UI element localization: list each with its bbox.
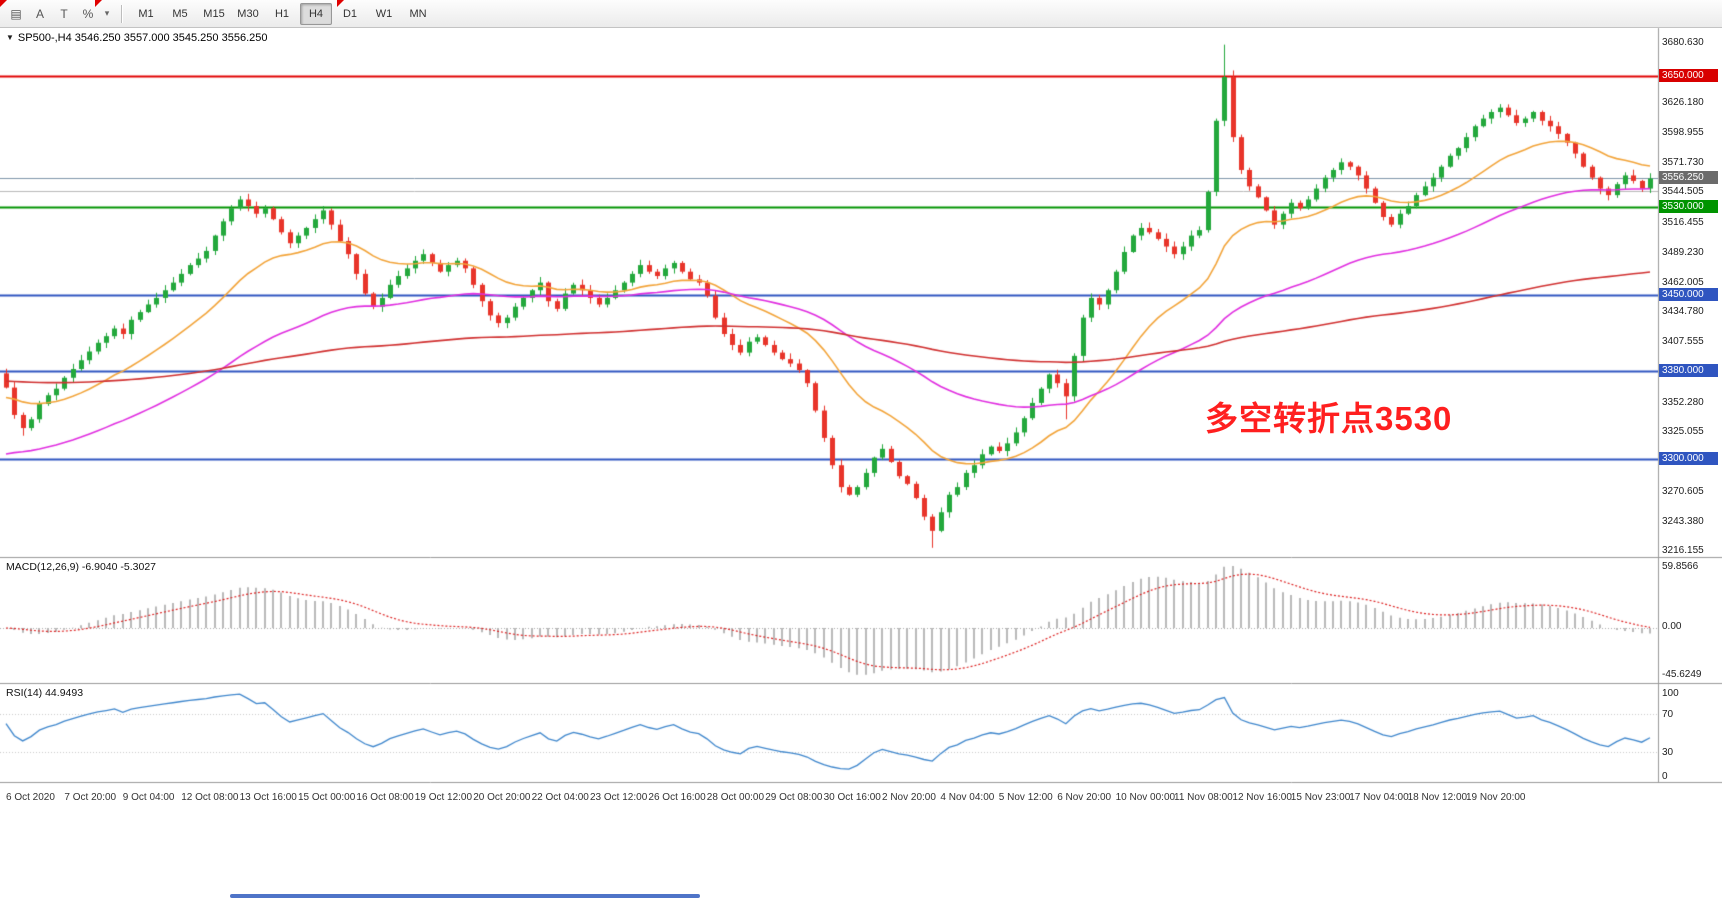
timeframe-button-h1[interactable]: H1 (274, 7, 290, 20)
time-axis-label: 9 Oct 04:00 (122, 792, 175, 803)
price-axis-tick: 3626.180 (1662, 96, 1704, 108)
time-axis-label: 28 Oct 00:00 (706, 792, 765, 803)
timeframe-button-d1[interactable]: D1 (342, 7, 358, 20)
timeframe-button-h4[interactable]: H4 (300, 2, 332, 25)
price-axis-tick: 3216.155 (1662, 545, 1704, 557)
time-axis-label: 19 Nov 20:00 (1466, 792, 1526, 803)
time-axis-label: 29 Oct 08:00 (765, 792, 823, 803)
price-axis-tick: 3571.730 (1662, 156, 1704, 168)
time-axis-label: 11 Nov 08:00 (1174, 792, 1233, 803)
time-axis-label: 15 Nov 23:00 (1290, 792, 1351, 803)
price-axis-tick: 3489.230 (1662, 246, 1704, 258)
price-axis-tick: 3680.630 (1662, 37, 1704, 49)
price-axis-tick: 3243.380 (1662, 515, 1704, 527)
time-axis-label: 12 Oct 08:00 (181, 792, 239, 803)
dropdown-caret-icon[interactable]: ▾ (104, 8, 110, 18)
cursor-a-icon[interactable]: A (35, 6, 44, 21)
percent-tool-icon[interactable]: % (82, 6, 94, 21)
price-axis-tick: 3544.505 (1662, 186, 1704, 198)
rsi-axis-label: 100 (1662, 688, 1679, 699)
price-axis-tick: 3598.955 (1662, 126, 1704, 138)
price-axis[interactable]: 3680.630 3626.180 3598.955 3571.730 3544.505… (1659, 0, 1722, 782)
timeframe-button-m5[interactable]: M5 (172, 7, 188, 20)
rsi-label: RSI(14) 44.9493 (6, 687, 84, 699)
timeframe-button-m15[interactable]: M15 (203, 7, 225, 20)
toolbar-separator (121, 4, 122, 23)
time-axis-label: 15 Oct 00:00 (298, 792, 356, 803)
horizontal-scrollbar[interactable] (230, 894, 700, 898)
text-tool-icon[interactable]: T (60, 6, 68, 21)
time-axis-label: 20 Oct 20:00 (473, 792, 531, 803)
macd-axis-label: 0.00 (1662, 621, 1682, 632)
macd-label: MACD(12,26,9) -6.9040 -5.3027 (6, 561, 156, 573)
timeframe-button-m1[interactable]: M1 (138, 7, 154, 20)
timeframe-button-mn[interactable]: MN (409, 7, 427, 20)
symbol-dropdown-icon: ▼ (6, 33, 14, 42)
red-marker (0, 0, 7, 7)
time-axis-label: 30 Oct 16:00 (823, 792, 881, 803)
price-axis-tick: 3325.055 (1662, 426, 1704, 438)
price-tag-3650: 3650.000 (1659, 68, 1718, 82)
price-tag-3450: 3450.000 (1659, 287, 1718, 301)
rsi-axis-label: 30 (1662, 747, 1674, 758)
time-axis-label: 13 Oct 16:00 (239, 792, 297, 803)
red-marker (337, 0, 344, 7)
time-axis-label: 17 Nov 04:00 (1349, 792, 1409, 803)
timeframe-button-w1[interactable]: W1 (375, 7, 393, 20)
time-axis-label: 26 Oct 16:00 (648, 792, 706, 803)
price-axis-tick: 3270.605 (1662, 485, 1704, 497)
price-axis-tick: 3407.555 (1662, 336, 1704, 348)
time-axis-label: 18 Nov 12:00 (1407, 792, 1468, 803)
time-axis-label: 12 Nov 16:00 (1232, 792, 1292, 803)
time-axis-label: 2 Nov 20:00 (882, 792, 936, 803)
symbol-ohlc-line: ▼ SP500-,H4 3546.250 3557.000 3545.250 35… (6, 32, 267, 44)
price-tag-3380: 3380.000 (1659, 364, 1718, 378)
price-tag-3300: 3300.000 (1659, 451, 1718, 465)
time-axis[interactable]: 6 Oct 2020 7 Oct 20:00 9 Oct 04:00 12 Oct 0… (0, 784, 1658, 808)
chart-grid-icon[interactable]: ▤ (10, 6, 22, 21)
price-tag-3556.25: 3556.250 (1659, 171, 1718, 185)
time-axis-label: 22 Oct 04:00 (531, 792, 589, 803)
toolbar: ▤ A T% ▾ M1 M5 M15 M30 H1 H4 D1 W1 MN (0, 0, 1722, 28)
price-tag-3530: 3530.000 (1659, 200, 1718, 214)
macd-axis-label: -45.6249 (1662, 669, 1702, 680)
time-axis-label: 10 Nov 00:00 (1115, 792, 1176, 803)
price-axis-tick: 3434.780 (1662, 306, 1704, 318)
red-marker (95, 0, 102, 7)
macd-axis-label: 59.8566 (1662, 561, 1699, 572)
time-axis-label: 23 Oct 12:00 (590, 792, 648, 803)
timeframe-button-m30[interactable]: M30 (237, 7, 259, 20)
time-axis-label: 7 Oct 20:00 (64, 792, 117, 803)
price-axis-tick: 3462.005 (1662, 276, 1704, 288)
symbol-ohlc-text: SP500-,H4 3546.250 3557.000 3545.250 355… (17, 32, 268, 44)
time-axis-label: 16 Oct 08:00 (356, 792, 414, 803)
time-axis-label: 5 Nov 12:00 (998, 792, 1053, 803)
price-axis-tick: 3516.455 (1662, 216, 1704, 228)
time-axis-label: 19 Oct 12:00 (414, 792, 473, 803)
time-axis-label: 4 Nov 04:00 (940, 792, 995, 803)
time-axis-label: 6 Oct 2020 (6, 792, 55, 803)
price-axis-tick: 3352.280 (1662, 396, 1704, 408)
timeframe-buttons: M1 M5 M15 M30 H1 H4 D1 W1 MN (129, 2, 435, 25)
time-axis-label: 6 Nov 20:00 (1057, 792, 1112, 803)
rsi-axis-label: 0 (1662, 771, 1668, 782)
rsi-axis-label: 70 (1662, 709, 1674, 720)
chart-annotation: 多空转折点3530 (1205, 400, 1453, 437)
toolbar-left-icons: ▤ A T% ▾ (4, 3, 114, 25)
